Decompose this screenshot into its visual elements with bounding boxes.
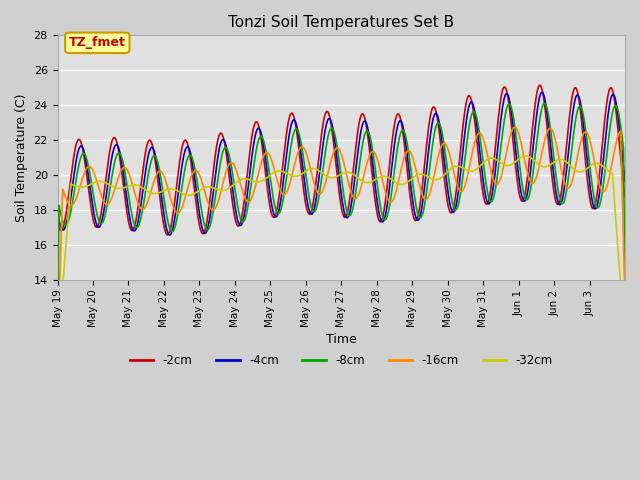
Text: TZ_fmet: TZ_fmet [69,36,125,49]
Y-axis label: Soil Temperature (C): Soil Temperature (C) [15,93,28,222]
X-axis label: Time: Time [326,333,356,346]
Legend: -2cm, -4cm, -8cm, -16cm, -32cm: -2cm, -4cm, -8cm, -16cm, -32cm [125,349,557,372]
Title: Tonzi Soil Temperatures Set B: Tonzi Soil Temperatures Set B [228,15,454,30]
